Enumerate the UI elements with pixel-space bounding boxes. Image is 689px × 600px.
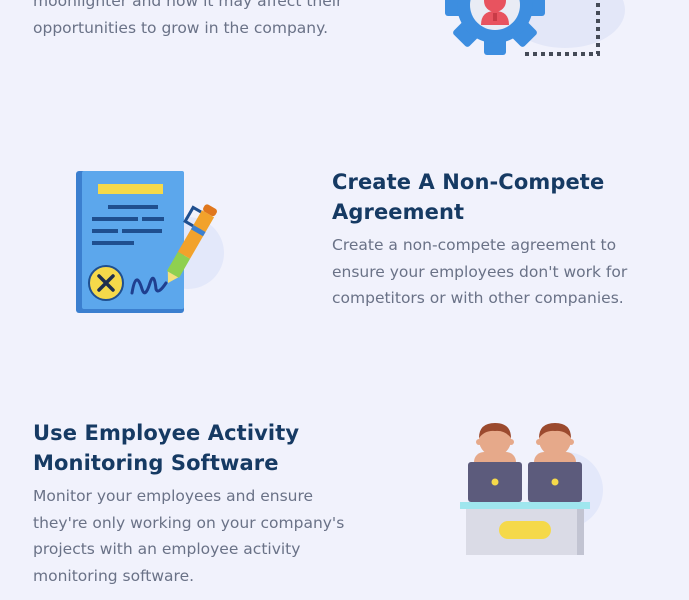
signed-document-icon (70, 165, 230, 320)
heading-line: Use Employee Activity (33, 421, 300, 445)
body-line: moonlighter and how it may affect their (33, 0, 343, 10)
body-line: competitors or with other companies. (332, 289, 624, 307)
body-line: Create a non-compete agreement to (332, 236, 617, 254)
body-line: Monitor your employees and ensure (33, 487, 314, 505)
body-line: ensure your employees don't work for (332, 262, 628, 281)
section-monitoring-software: Use Employee Activity Monitoring Softwar… (33, 418, 393, 589)
section-heading: Create A Non-Compete Agreement (332, 167, 672, 227)
body-line: they're only working on your company's (33, 513, 345, 532)
section-body: moonlighter and how it may affect their … (33, 0, 413, 41)
heading-line: Create A Non-Compete (332, 170, 605, 194)
body-line: opportunities to grow in the company. (33, 18, 328, 37)
section-moonlighting-text: moonlighter and how it may affect their … (33, 0, 413, 41)
section-non-compete: Create A Non-Compete Agreement Create a … (332, 167, 672, 312)
body-line: monitoring software. (33, 566, 195, 585)
section-heading: Use Employee Activity Monitoring Softwar… (33, 418, 393, 478)
heading-line: Monitoring Software (33, 451, 279, 475)
section-body: Create a non-compete agreement to ensure… (332, 232, 672, 312)
gear-person-icon (430, 0, 630, 70)
heading-line: Agreement (332, 200, 465, 224)
employees-at-desk-icon (455, 418, 605, 563)
body-line: projects with an employee activity (33, 540, 301, 558)
section-body: Monitor your employees and ensure they'r… (33, 483, 393, 589)
